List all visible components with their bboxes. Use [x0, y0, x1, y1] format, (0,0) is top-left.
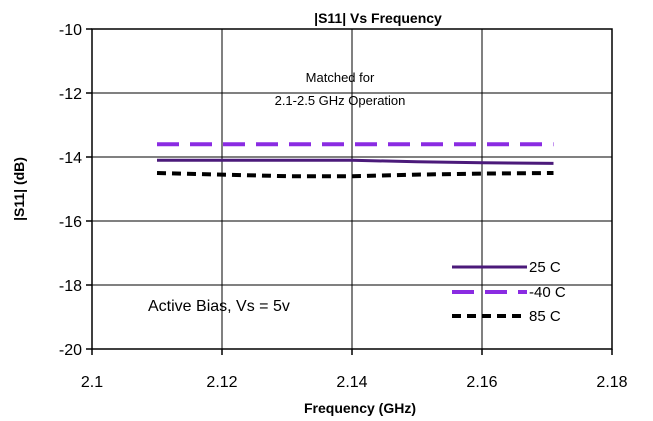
legend-label: -40 C: [529, 284, 566, 301]
tick-layer: -10 -12 -14 -16 -18 -20 2.1 2.12 2.14 2.16 2.18: [59, 22, 628, 391]
chart-title: |S11| Vs Frequency: [314, 10, 442, 26]
legend-label: 85 C: [529, 308, 561, 325]
series-layer: [156, 142, 554, 179]
y-tick-label: -18: [59, 278, 82, 295]
x-axis-title: Frequency (GHz): [304, 400, 416, 416]
annotation-matched-line1: Matched for: [306, 70, 375, 85]
annotation-matched-line2: 2.1-2.5 GHz Operation: [275, 93, 406, 108]
y-tick-label: -10: [59, 22, 82, 39]
series-line-0: [157, 158, 554, 165]
x-tick-label: 2.18: [596, 374, 627, 391]
legend-label: 25 C: [529, 259, 561, 276]
y-tick-label: -20: [59, 342, 82, 359]
x-tick-label: 2.12: [206, 374, 237, 391]
x-tick-label: 2.16: [466, 374, 497, 391]
y-tick-label: -16: [59, 214, 82, 231]
y-tick-label: -12: [59, 86, 82, 103]
series-line-2: [156, 171, 554, 179]
legend: 25 C -40 C 85 C: [452, 259, 566, 325]
x-tick-label: 2.1: [81, 374, 103, 391]
grid-layer: [92, 29, 612, 349]
annotation-bias: Active Bias, Vs = 5v: [148, 298, 290, 315]
x-tick-label: 2.14: [336, 374, 367, 391]
y-tick-label: -14: [59, 150, 82, 167]
y-axis-title: |S11| (dB): [11, 157, 27, 221]
plot-frame: [91, 28, 613, 350]
